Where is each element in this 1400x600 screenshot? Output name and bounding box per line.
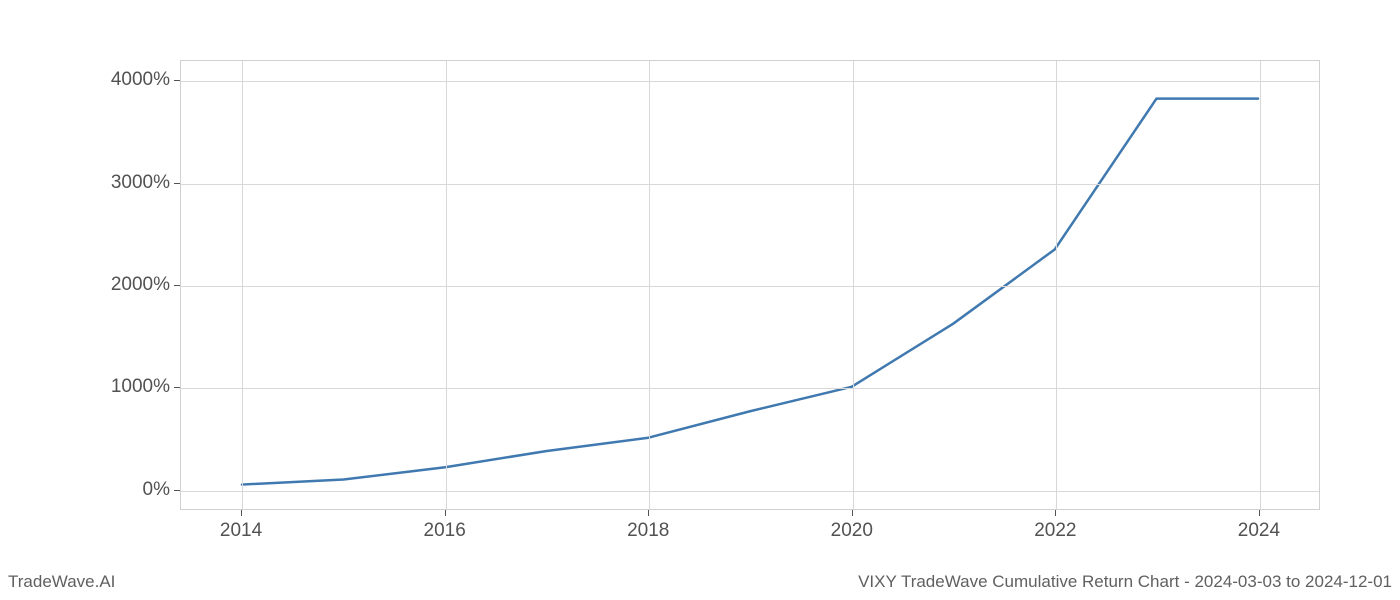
grid-line-horizontal	[181, 81, 1319, 82]
footer-right-text: VIXY TradeWave Cumulative Return Chart -…	[858, 572, 1392, 592]
x-tick-mark	[648, 510, 649, 516]
grid-line-vertical	[649, 61, 650, 509]
grid-line-horizontal	[181, 491, 1319, 492]
x-tick-label: 2016	[424, 520, 466, 542]
y-tick-label: 4000%	[111, 69, 170, 91]
y-tick-label: 1000%	[111, 376, 170, 398]
grid-line-vertical	[1056, 61, 1057, 509]
y-tick-mark	[174, 490, 180, 491]
x-tick-label: 2018	[627, 520, 669, 542]
y-tick-label: 3000%	[111, 172, 170, 194]
y-tick-label: 0%	[143, 479, 170, 501]
grid-line-vertical	[446, 61, 447, 509]
y-tick-mark	[174, 80, 180, 81]
grid-line-vertical	[853, 61, 854, 509]
grid-line-vertical	[242, 61, 243, 509]
y-tick-mark	[174, 183, 180, 184]
x-tick-mark	[445, 510, 446, 516]
chart-plot-area	[180, 60, 1320, 510]
x-tick-mark	[852, 510, 853, 516]
x-tick-mark	[241, 510, 242, 516]
x-tick-mark	[1259, 510, 1260, 516]
x-tick-label: 2022	[1034, 520, 1076, 542]
footer-left-text: TradeWave.AI	[8, 572, 115, 592]
grid-line-horizontal	[181, 286, 1319, 287]
grid-line-horizontal	[181, 388, 1319, 389]
y-tick-mark	[174, 285, 180, 286]
grid-line-vertical	[1260, 61, 1261, 509]
y-tick-label: 2000%	[111, 274, 170, 296]
line-series	[181, 61, 1319, 509]
x-tick-label: 2020	[831, 520, 873, 542]
x-tick-label: 2024	[1238, 520, 1280, 542]
x-tick-mark	[1055, 510, 1056, 516]
x-tick-label: 2014	[220, 520, 262, 542]
grid-line-horizontal	[181, 184, 1319, 185]
y-tick-mark	[174, 387, 180, 388]
